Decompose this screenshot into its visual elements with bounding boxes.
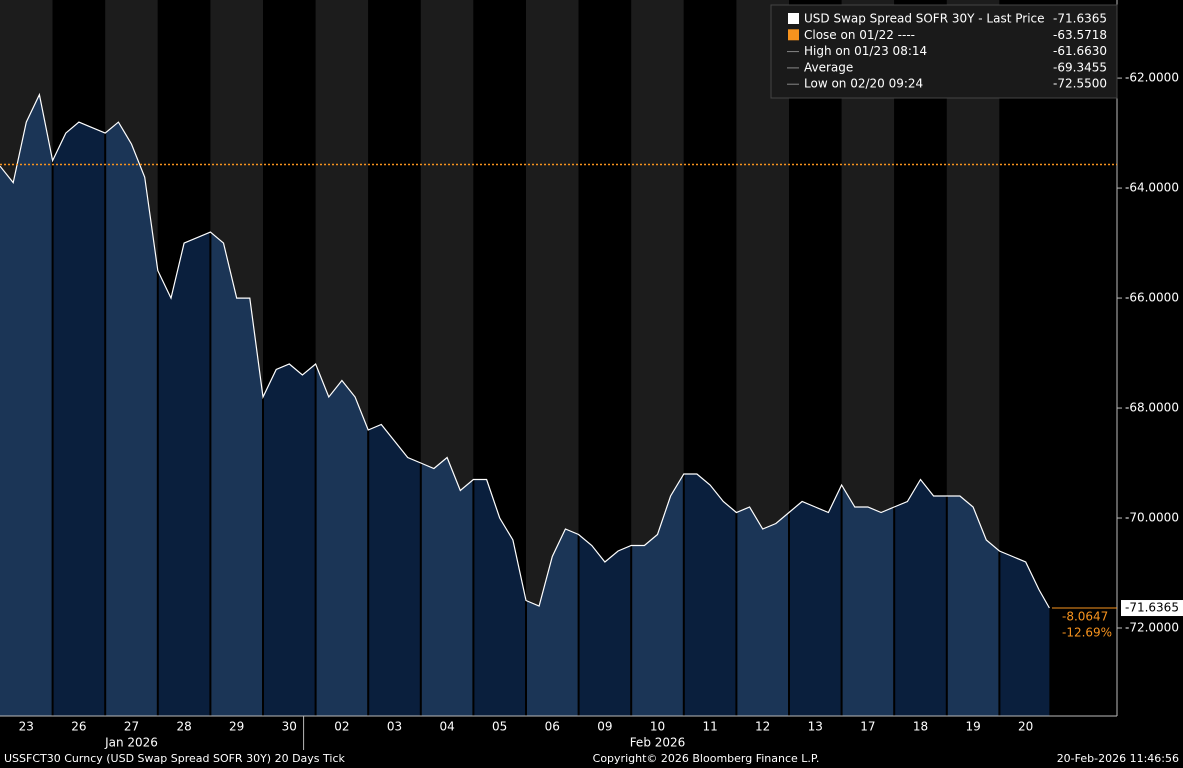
y-tick-label: -66.0000	[1125, 291, 1179, 305]
y-tick-label: -70.0000	[1125, 511, 1179, 525]
x-tick-label: 06	[545, 720, 560, 734]
x-tick-label: 13	[808, 720, 823, 734]
last-label: -71.6365	[1125, 601, 1179, 615]
x-tick-label: 26	[71, 720, 86, 734]
x-tick-label: 27	[124, 720, 139, 734]
x-tick-label: 09	[597, 720, 612, 734]
x-tick-label: 03	[387, 720, 402, 734]
area-band	[0, 94, 53, 716]
change-label: -8.0647	[1062, 610, 1108, 624]
legend-name: USD Swap Spread SOFR 30Y - Last Price	[804, 12, 1045, 26]
x-tick-label: 17	[860, 720, 875, 734]
legend-name: Average	[804, 60, 853, 74]
x-tick-label: 29	[229, 720, 244, 734]
last-box	[1121, 600, 1183, 617]
x-tick-label: 11	[702, 720, 717, 734]
x-tick-label: 10	[650, 720, 665, 734]
legend-name: Low on 02/20 09:24	[804, 77, 923, 91]
y-tick-label: -64.0000	[1125, 181, 1179, 195]
y-tick-label: -68.0000	[1125, 401, 1179, 415]
price-line	[0, 92, 1050, 609]
x-tick-label: 19	[965, 720, 980, 734]
x-tick-label: 04	[439, 720, 454, 734]
x-tick-label: 28	[176, 720, 191, 734]
legend-value: -71.6365	[1053, 12, 1107, 26]
x-tick-label: 30	[282, 720, 297, 734]
legend-value: -69.3455	[1053, 60, 1107, 74]
legend-box	[770, 4, 1118, 99]
x-tick-label: 05	[492, 720, 507, 734]
x-tick-label: 20	[1018, 720, 1033, 734]
y-tick-label: -72.0000	[1125, 621, 1179, 635]
x-tick-label: 02	[334, 720, 349, 734]
footer-left: USSFCT30 Curncy (USD Swap Spread SOFR 30…	[4, 752, 346, 765]
footer-center: Copyright© 2026 Bloomberg Finance L.P.	[593, 752, 820, 765]
area-band	[52, 94, 106, 716]
month-label: Jan 2026	[104, 736, 158, 750]
legend-name: Close on 01/22 ----	[804, 28, 915, 42]
legend-value: -63.5718	[1053, 28, 1107, 42]
legend-swatch	[788, 29, 799, 41]
y-tick-label: -62.0000	[1125, 71, 1179, 85]
change-pct-label: -12.69%	[1062, 626, 1112, 640]
legend-value: -61.6630	[1053, 44, 1107, 58]
legend-name: High on 01/23 08:14	[804, 44, 927, 58]
x-tick-label: 12	[755, 720, 770, 734]
footer-right: 20-Feb-2026 11:46:56	[1057, 752, 1179, 765]
month-label: Feb 2026	[630, 736, 686, 750]
x-tick-label: 23	[19, 720, 34, 734]
legend-value: -72.5500	[1053, 77, 1107, 91]
legend-swatch	[788, 13, 799, 24]
x-tick-label: 18	[913, 720, 928, 734]
